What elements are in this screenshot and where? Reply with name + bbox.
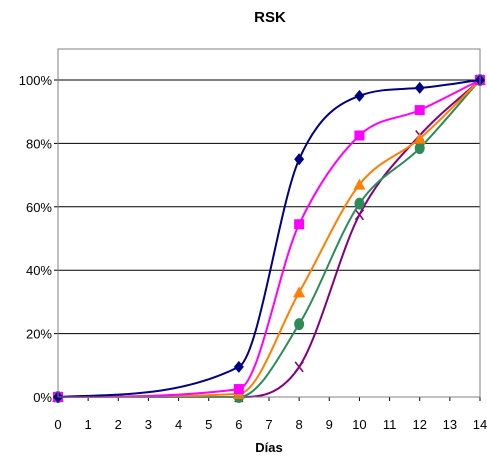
series-1-point: [233, 384, 244, 395]
x-tick-label: 14: [473, 417, 487, 432]
series-0-point: [354, 89, 365, 102]
series-4-point: [354, 209, 365, 221]
x-tick-label: 4: [175, 417, 182, 432]
series-3-point: [414, 142, 425, 155]
series-0-point: [233, 360, 244, 373]
series-2-point: [353, 178, 366, 190]
x-tick-label: 2: [115, 417, 122, 432]
series-4-point: [294, 361, 304, 373]
x-tick-label: 11: [383, 417, 397, 432]
plot-area-border: [57, 48, 481, 398]
y-tick-label: 40%: [26, 263, 52, 278]
series-3-line: [58, 79, 481, 399]
grid: [58, 79, 480, 398]
y-tick-label: 80%: [26, 136, 52, 151]
series-layer: [52, 74, 486, 403]
series-0-point: [294, 153, 305, 166]
series-1-point: [354, 130, 365, 141]
x-tick-label: 10: [352, 417, 366, 432]
series-1: [53, 75, 485, 402]
series-3-point: [354, 197, 365, 210]
y-tick-label: 100%: [19, 73, 53, 88]
chart-title: RSK: [254, 9, 286, 26]
x-tick-label: 8: [296, 417, 303, 432]
y-tick-label: 60%: [26, 200, 52, 215]
x-axis-ticks: 0 1 2 3 4 5 6 7 8 9 10 11 12 13 14: [54, 397, 487, 432]
x-tick-label: 3: [145, 417, 152, 432]
x-tick-label: 0: [54, 417, 61, 432]
x-tick-label: 5: [205, 417, 212, 432]
series-2-point: [413, 132, 426, 144]
series-2: [52, 74, 486, 402]
y-tick-label: 0%: [33, 390, 52, 405]
series-1-line: [57, 79, 481, 398]
x-tick-label: 7: [265, 417, 272, 432]
series-4-line: [58, 79, 481, 399]
x-tick-label: 12: [412, 417, 426, 432]
series-1-point: [294, 219, 305, 230]
series-2-line: [57, 79, 481, 398]
series-4: [53, 74, 485, 403]
x-axis-label: Días: [255, 440, 282, 455]
x-tick-label: 9: [326, 417, 333, 432]
series-2-point: [293, 286, 306, 298]
x-tick-label: 6: [235, 417, 242, 432]
series-3-point: [294, 318, 305, 331]
series-1-point: [414, 105, 425, 116]
series-0-line: [57, 79, 481, 398]
series-0-point: [414, 81, 425, 94]
x-tick-label: 13: [443, 417, 457, 432]
y-axis-ticks: 0% 20% 40% 60% 80% 100%: [19, 73, 58, 405]
x-tick-label: 1: [85, 417, 92, 432]
y-tick-label: 20%: [26, 327, 52, 342]
